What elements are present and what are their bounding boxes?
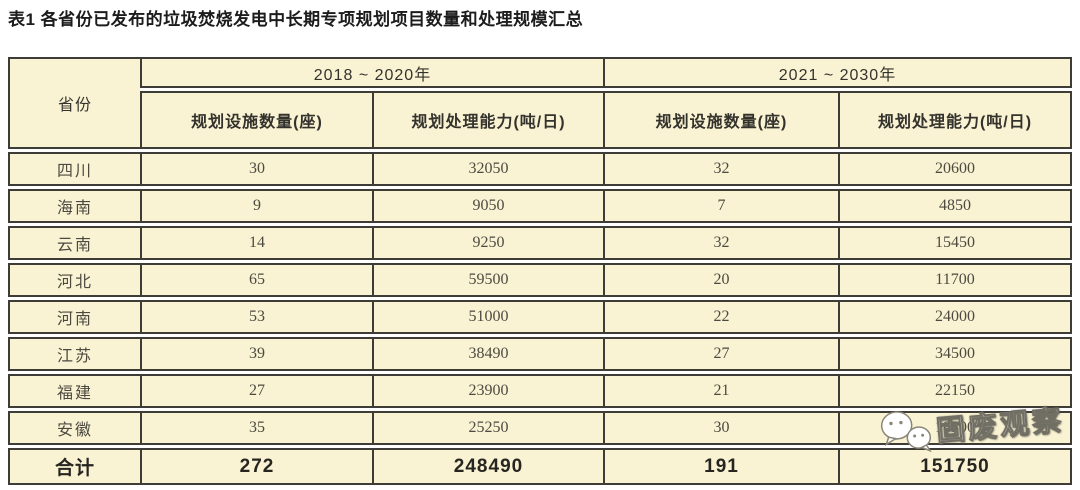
table-row-anhui: 安徽 35 25250 30 18500	[8, 411, 1072, 445]
value-cell: 18500	[838, 411, 1072, 445]
value-cell: 30	[603, 411, 838, 445]
value-cell: 9050	[372, 189, 603, 223]
value-cell: 20600	[838, 152, 1072, 186]
total-label-cell: 合计	[8, 448, 140, 485]
value-cell: 38490	[372, 337, 603, 371]
table-row-jiangsu: 江苏 39 38490 27 34500	[8, 337, 1072, 371]
value-cell: 32050	[372, 152, 603, 186]
value-cell: 21	[603, 374, 838, 408]
value-cell: 53	[140, 300, 372, 334]
total-value-cell: 248490	[372, 448, 603, 485]
value-cell: 35	[140, 411, 372, 445]
page-title: 表1 各省份已发布的垃圾焚烧发电中长期专项规划项目数量和处理规模汇总	[8, 10, 584, 29]
col-header-capacity-2018: 规划处理能力(吨/日)	[372, 91, 603, 149]
value-cell: 23900	[372, 374, 603, 408]
value-cell: 9250	[372, 226, 603, 260]
group-header-2018-2020: 2018 ~ 2020年	[140, 57, 603, 88]
province-cell: 四川	[8, 152, 140, 186]
value-cell: 14	[140, 226, 372, 260]
col-header-facilities-2018: 规划设施数量(座)	[140, 91, 372, 149]
value-cell: 4850	[838, 189, 1072, 223]
value-cell: 27	[603, 337, 838, 371]
province-cell: 江苏	[8, 337, 140, 371]
value-cell: 27	[140, 374, 372, 408]
value-cell: 59500	[372, 263, 603, 297]
table-row-total: 合计 272 248490 191 151750	[8, 448, 1072, 485]
province-cell: 河北	[8, 263, 140, 297]
col-header-province: 省份	[8, 57, 140, 149]
province-cell: 云南	[8, 226, 140, 260]
group-header-2021-2030: 2021 ~ 2030年	[603, 57, 1072, 88]
value-cell: 65	[140, 263, 372, 297]
value-cell: 24000	[838, 300, 1072, 334]
value-cell: 20	[603, 263, 838, 297]
province-cell: 安徽	[8, 411, 140, 445]
value-cell: 9	[140, 189, 372, 223]
total-value-cell: 272	[140, 448, 372, 485]
province-cell: 福建	[8, 374, 140, 408]
header-group-row: 省份 2018 ~ 2020年 2021 ~ 2030年	[8, 57, 1072, 149]
province-cell: 河南	[8, 300, 140, 334]
value-cell: 32	[603, 226, 838, 260]
header-col-row: 规划设施数量(座) 规划处理能力(吨/日) 规划设施数量(座) 规划处理能力(吨…	[8, 91, 1072, 149]
value-cell: 39	[140, 337, 372, 371]
table-row-henan: 河南 53 51000 22 24000	[8, 300, 1072, 334]
table-row-sichuan: 四川 30 32050 32 20600	[8, 152, 1072, 186]
value-cell: 22	[603, 300, 838, 334]
value-cell: 22150	[838, 374, 1072, 408]
value-cell: 11700	[838, 263, 1072, 297]
table-row-hebei: 河北 65 59500 20 11700	[8, 263, 1072, 297]
col-header-capacity-2021: 规划处理能力(吨/日)	[838, 91, 1072, 149]
data-table: 省份 2018 ~ 2020年 2021 ~ 2030年 规划设施数量(座) 规…	[8, 54, 1072, 488]
province-cell: 海南	[8, 189, 140, 223]
value-cell: 7	[603, 189, 838, 223]
table-row-hainan: 海南 9 9050 7 4850	[8, 189, 1072, 223]
value-cell: 25250	[372, 411, 603, 445]
value-cell: 34500	[838, 337, 1072, 371]
value-cell: 51000	[372, 300, 603, 334]
value-cell: 30	[140, 152, 372, 186]
value-cell: 32	[603, 152, 838, 186]
table-row-yunnan: 云南 14 9250 32 15450	[8, 226, 1072, 260]
total-value-cell: 151750	[838, 448, 1072, 485]
col-header-facilities-2021: 规划设施数量(座)	[603, 91, 838, 149]
table-row-fujian: 福建 27 23900 21 22150	[8, 374, 1072, 408]
total-value-cell: 191	[603, 448, 838, 485]
value-cell: 15450	[838, 226, 1072, 260]
